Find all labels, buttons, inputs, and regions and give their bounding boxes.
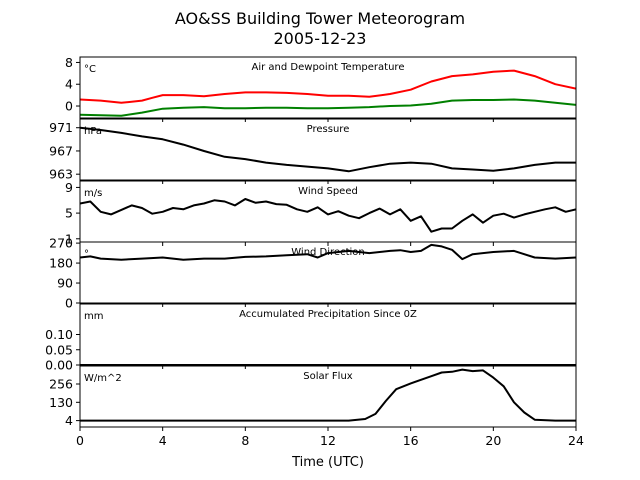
panel-temperature: 0 4 8 °C Air and Dewpoint Temperature — [65, 55, 577, 122]
panel-wind_direction: 0 90 180 270 ° Wind Direction — [49, 236, 577, 311]
x-tick-label: 20 — [485, 433, 501, 448]
wind_speed-ytick-label: 9 — [65, 180, 73, 195]
precipitation-ytick-label: 0.00 — [45, 358, 73, 373]
solar_flux-ytick-label: 130 — [49, 395, 73, 410]
pressure-ytick-label: 963 — [49, 167, 73, 182]
wind_direction-ytick-label: 0 — [65, 296, 73, 311]
wind_speed-unit: m/s — [84, 188, 102, 199]
precipitation-ytick-label: 0.10 — [45, 327, 73, 342]
figure-date: 2005-12-23 — [274, 29, 367, 48]
pressure-unit: hPa — [84, 126, 102, 137]
solar_flux-ytick-label: 256 — [49, 377, 73, 392]
x-tick-label: 4 — [159, 433, 167, 448]
temperature-ytick-label: 4 — [65, 77, 73, 92]
pressure-ytick-label: 967 — [49, 143, 73, 158]
temperature-series-1 — [80, 98, 576, 117]
solar_flux-unit: W/m^2 — [84, 373, 122, 384]
solar_flux-series-0 — [80, 368, 576, 422]
wind_speed-ytick-label: 1 — [65, 231, 73, 246]
figure-title: AO&SS Building Tower Meteorogram — [175, 9, 465, 28]
panels-group: 048 °C Air and Dewpoint Temperature9639679… — [45, 55, 577, 431]
precipitation-ytick-label: 0.05 — [45, 342, 73, 357]
temperature-title: Air and Dewpoint Temperature — [252, 62, 405, 73]
wind_direction-ytick-label: 180 — [49, 256, 73, 271]
x-tick-label: 12 — [320, 433, 336, 448]
wind_direction-ytick-label: 270 — [49, 236, 73, 251]
x-tick-label: 16 — [403, 433, 419, 448]
panel-pressure: 963 967 971 hPa Pressure — [49, 118, 577, 184]
pressure-series-0 — [80, 126, 576, 173]
wind_direction-title: Wind Direction — [291, 247, 365, 258]
temperature-ytick-label: 0 — [65, 99, 73, 114]
temperature-unit: °C — [84, 64, 96, 75]
panel-precipitation: 0.000.050.10 mm Accumulated Precipitation … — [45, 303, 577, 373]
pressure-title: Pressure — [307, 124, 350, 135]
temperature-ytick-label: 8 — [65, 55, 73, 70]
pressure-ytick-label: 971 — [49, 120, 73, 135]
panel-solar_flux: 4 130 256 W/m^2 Solar Flux — [49, 365, 577, 431]
x-tick-label: 24 — [568, 433, 584, 448]
temperature-series-0 — [80, 69, 576, 104]
wind_direction-series-0 — [80, 243, 576, 261]
panel-wind_speed: 1 5 9 m/s Wind Speed — [65, 180, 577, 246]
solar_flux-ytick-label: 4 — [65, 413, 73, 428]
wind_speed-series-0 — [80, 198, 576, 233]
wind_direction-unit: ° — [84, 249, 89, 260]
wind_speed-title: Wind Speed — [298, 186, 358, 197]
solar_flux-title: Solar Flux — [303, 371, 353, 382]
x-tick-label: 0 — [76, 433, 84, 448]
wind_speed-ytick-label: 5 — [65, 206, 73, 221]
x-axis-label: Time (UTC) — [291, 455, 364, 470]
wind_direction-ytick-label: 90 — [57, 276, 73, 291]
precipitation-unit: mm — [84, 311, 103, 322]
x-tick-label: 8 — [241, 433, 249, 448]
precipitation-title: Accumulated Precipitation Since 0Z — [239, 309, 417, 320]
x-axis: 0 4 8 12 16 20 24 — [76, 433, 584, 448]
